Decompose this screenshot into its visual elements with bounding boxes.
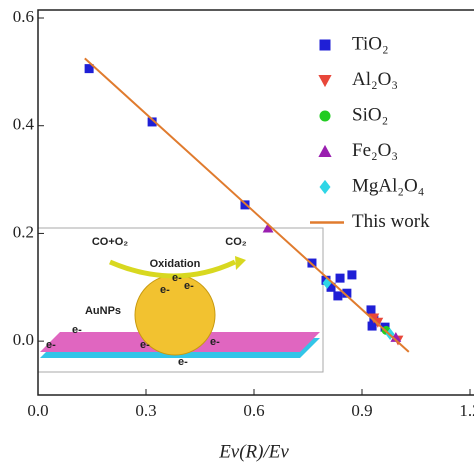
legend-label: MgAl₂O₄ <box>352 175 424 196</box>
inset: CO+O₂ Oxidation CO₂ AuNPs e- e- e- e- e-… <box>37 227 324 373</box>
electron: e- <box>172 272 182 284</box>
x-tick-label: 0.3 <box>135 401 156 420</box>
reactants: CO+O₂ <box>92 236 128 248</box>
legend-label: Al₂O₃ <box>352 69 398 90</box>
y-tick-label: 0.4 <box>13 115 35 134</box>
point <box>335 273 345 283</box>
point <box>84 64 94 74</box>
reaction-arrow <box>109 259 237 279</box>
point <box>262 222 274 233</box>
plot-frame <box>37 9 474 396</box>
process: Oxidation <box>150 258 201 270</box>
point <box>347 270 357 280</box>
legend-swatch <box>319 110 331 122</box>
product: CO₂ <box>225 236 247 248</box>
electron: e- <box>46 339 56 351</box>
legend-swatch <box>319 39 331 51</box>
electron: e- <box>184 280 194 292</box>
legend-label: This work <box>352 211 430 232</box>
x-axis-label: Ev(R)/Ev <box>218 441 289 462</box>
x-tick-label: 0.0 <box>27 401 48 420</box>
electron: e- <box>160 284 170 296</box>
point <box>390 331 402 342</box>
arrow-head <box>235 256 246 270</box>
electron: e- <box>72 324 82 336</box>
y-tick-label: 0.0 <box>13 330 34 349</box>
particle-label: AuNPs <box>85 305 121 317</box>
legend-swatch <box>318 75 332 88</box>
x-tick-label: 1.2 <box>459 401 474 420</box>
legend-swatch <box>319 179 331 195</box>
electron: e- <box>140 339 150 351</box>
x-tick-label: 0.9 <box>351 401 372 420</box>
x-tick-label: 0.6 <box>243 401 264 420</box>
point <box>240 200 250 210</box>
y-tick-label: 0.6 <box>13 7 34 26</box>
legend-label: TiO₂ <box>352 33 389 54</box>
point <box>342 288 352 298</box>
y-tick-label: 0.2 <box>13 222 34 241</box>
legend-label: SiO₂ <box>352 104 388 125</box>
point <box>367 321 377 331</box>
point <box>366 305 376 315</box>
electron: e- <box>210 336 220 348</box>
point <box>333 291 343 301</box>
point <box>322 277 332 289</box>
legend-swatch <box>318 144 332 157</box>
point <box>147 117 157 127</box>
legend-label: Fe₂O₃ <box>352 140 398 161</box>
fit-line <box>84 57 410 353</box>
point <box>326 282 336 292</box>
electron: e- <box>178 356 188 368</box>
